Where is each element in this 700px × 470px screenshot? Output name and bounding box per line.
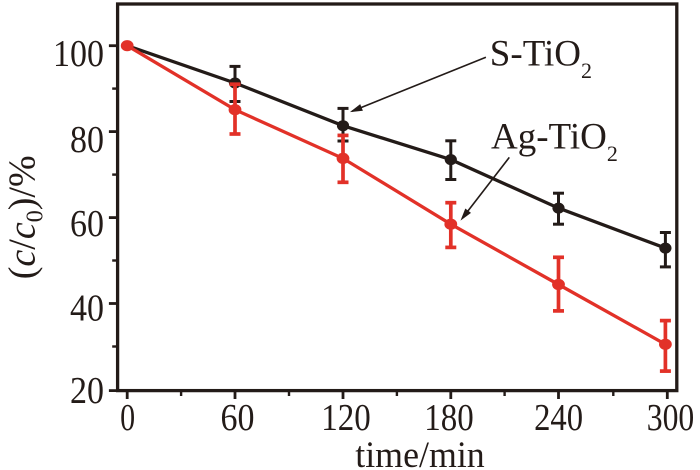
svg-text:240: 240	[534, 397, 583, 439]
svg-text:80: 80	[70, 119, 104, 161]
svg-text:60: 60	[221, 397, 255, 439]
svg-text:180: 180	[424, 397, 474, 439]
svg-text:time/min: time/min	[355, 435, 485, 470]
svg-text:120: 120	[321, 397, 371, 439]
svg-text:60: 60	[70, 203, 104, 245]
svg-text:40: 40	[70, 288, 104, 330]
svg-text:100: 100	[53, 33, 104, 75]
svg-text:300: 300	[647, 397, 695, 439]
svg-text:20: 20	[70, 370, 104, 412]
svg-text:0: 0	[120, 397, 135, 439]
svg-text:(c/c0)/%: (c/c0)/%	[2, 155, 49, 279]
